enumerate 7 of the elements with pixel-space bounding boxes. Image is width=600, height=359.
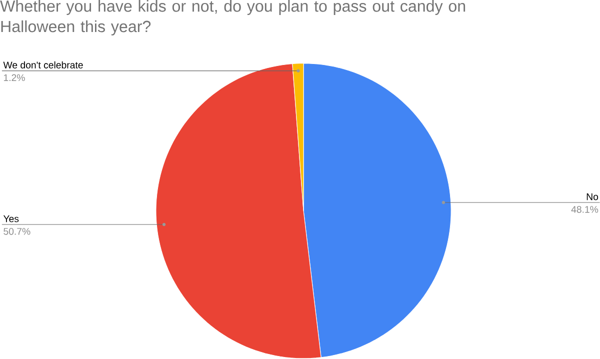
- slice-label: No: [586, 194, 598, 200]
- slice-label: Yes: [3, 216, 19, 222]
- data-label: 48.1%: [571, 206, 598, 213]
- data-label: 1.2%: [4, 74, 25, 82]
- slice-label: We don't celebrate: [3, 61, 83, 69]
- data-label: 50.7%: [4, 228, 30, 235]
- chart-title: Whether you have kids or not, do you plan to pass out candy on Halloween this year?: [0, 0, 466, 36]
